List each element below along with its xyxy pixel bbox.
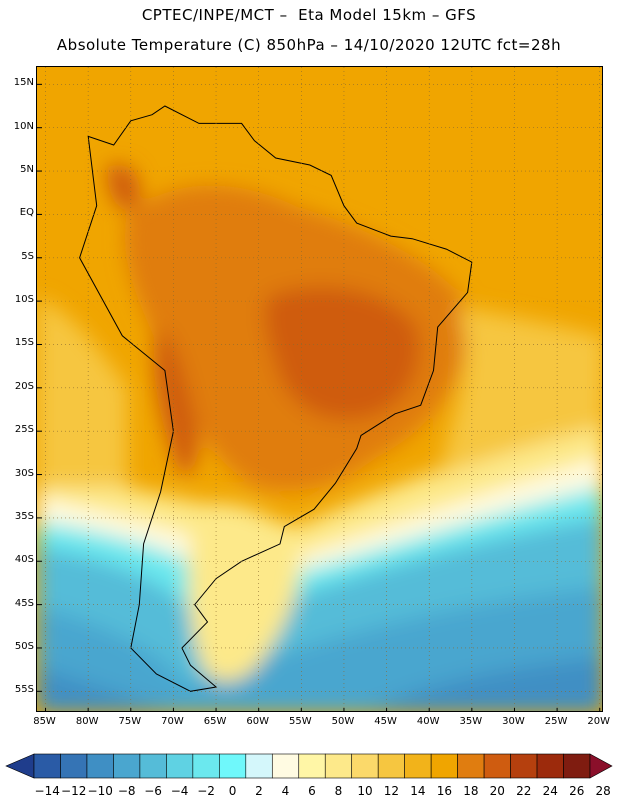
lat-label: 55S (14, 684, 34, 696)
colorbar-box (219, 753, 247, 779)
lat-label: 35S (14, 510, 34, 522)
colorbar-box (457, 753, 485, 779)
colorbar-box (351, 753, 379, 779)
colorbar-box (324, 753, 353, 779)
colorbar-arrow-low (5, 753, 35, 779)
colorbar-box (192, 753, 220, 779)
lon-label: 45W (374, 716, 397, 727)
lon-label: 65W (203, 716, 227, 727)
colorbar-label: −10 (88, 784, 113, 798)
lon-label: 75W (118, 716, 142, 727)
lat-label: 5N (20, 164, 34, 176)
lon-label: 60W (246, 716, 269, 727)
colorbar-box (245, 753, 273, 779)
colorbar-box (33, 753, 61, 779)
lat-label: 50S (14, 640, 34, 652)
colorbar-box (271, 753, 300, 779)
colorbar-label: −6 (144, 784, 162, 798)
colorbar-label: 18 (463, 784, 478, 798)
lon-label: 35W (459, 716, 483, 727)
colorbar-label: 26 (569, 784, 584, 798)
lon-label: 50W (331, 716, 355, 727)
lat-label: 5S (21, 250, 34, 262)
colorbar-box (377, 753, 405, 779)
lat-label: 45S (14, 597, 34, 609)
colorbar-box (430, 753, 458, 779)
lat-label: 25S (14, 424, 34, 436)
lon-label: 30W (502, 716, 525, 727)
chart-title: CPTEC/INPE/MCT – Eta Model 15km – GFS (141, 6, 477, 24)
colorbar-box (86, 753, 114, 779)
colorbar-box (298, 753, 326, 779)
colorbar-label: 14 (410, 784, 425, 798)
colorbar-box (510, 753, 538, 779)
colorbar-label: 8 (335, 784, 343, 798)
colorbar-label: 16 (437, 784, 452, 798)
colorbar-label: 12 (384, 784, 399, 798)
lat-label: 10N (13, 120, 34, 132)
colorbar-box (404, 753, 432, 779)
coastline (79, 105, 473, 692)
colorbar-label: 0 (229, 784, 237, 798)
colorbar-label: 6 (308, 784, 316, 798)
lat-label: 30S (14, 467, 34, 479)
colorbar-label: −14 (35, 784, 60, 798)
colorbar-label: 2 (255, 784, 263, 798)
lon-label: 40W (416, 716, 440, 727)
colorbar-arrow-high (589, 753, 613, 779)
colorbar-label: −8 (118, 784, 136, 798)
lon-label: 80W (75, 716, 99, 727)
map-canvas (37, 67, 602, 711)
lon-label: 85W (33, 716, 56, 727)
lon-label: 20W (587, 716, 611, 727)
colorbar-label: 24 (543, 784, 558, 798)
colorbar-box (60, 753, 88, 779)
colorbar-label: 28 (596, 784, 611, 798)
lon-label: 55W (289, 716, 312, 727)
lat-label: 40S (14, 554, 34, 566)
colorbar-box (563, 753, 591, 779)
lat-label: 15S (14, 337, 34, 349)
colorbar-label: −2 (197, 784, 215, 798)
colorbar: −14 −12 −10 −8 −6 −4 −2 0 2 4 6 8 10 12 14 16 18 20 22 24 26… (5, 753, 613, 798)
lat-label: 10S (14, 294, 34, 306)
colorbar-box (166, 753, 194, 779)
colorbar-label: −4 (171, 784, 189, 798)
temperature-field (37, 164, 602, 711)
colorbar-box (536, 753, 564, 779)
lat-label: EQ (19, 207, 34, 219)
colorbar-box (139, 753, 167, 779)
lon-label: 25W (544, 716, 568, 727)
colorbar-label: 20 (490, 784, 505, 798)
chart-subtitle: Absolute Temperature (C) 850hPa – 14/10/… (56, 36, 562, 54)
temperature-map (36, 66, 603, 712)
colorbar-label: 22 (516, 784, 531, 798)
colorbar-label: 10 (357, 784, 372, 798)
colorbar-label: −12 (61, 784, 86, 798)
lat-label: 15N (13, 77, 34, 89)
lon-label: 70W (161, 716, 184, 727)
colorbar-box (483, 753, 511, 779)
colorbar-label: 4 (282, 784, 290, 798)
lat-label: 20S (14, 380, 34, 392)
colorbar-box (113, 753, 141, 779)
